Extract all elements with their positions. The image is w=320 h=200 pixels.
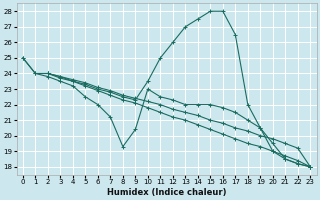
X-axis label: Humidex (Indice chaleur): Humidex (Indice chaleur) bbox=[107, 188, 226, 197]
